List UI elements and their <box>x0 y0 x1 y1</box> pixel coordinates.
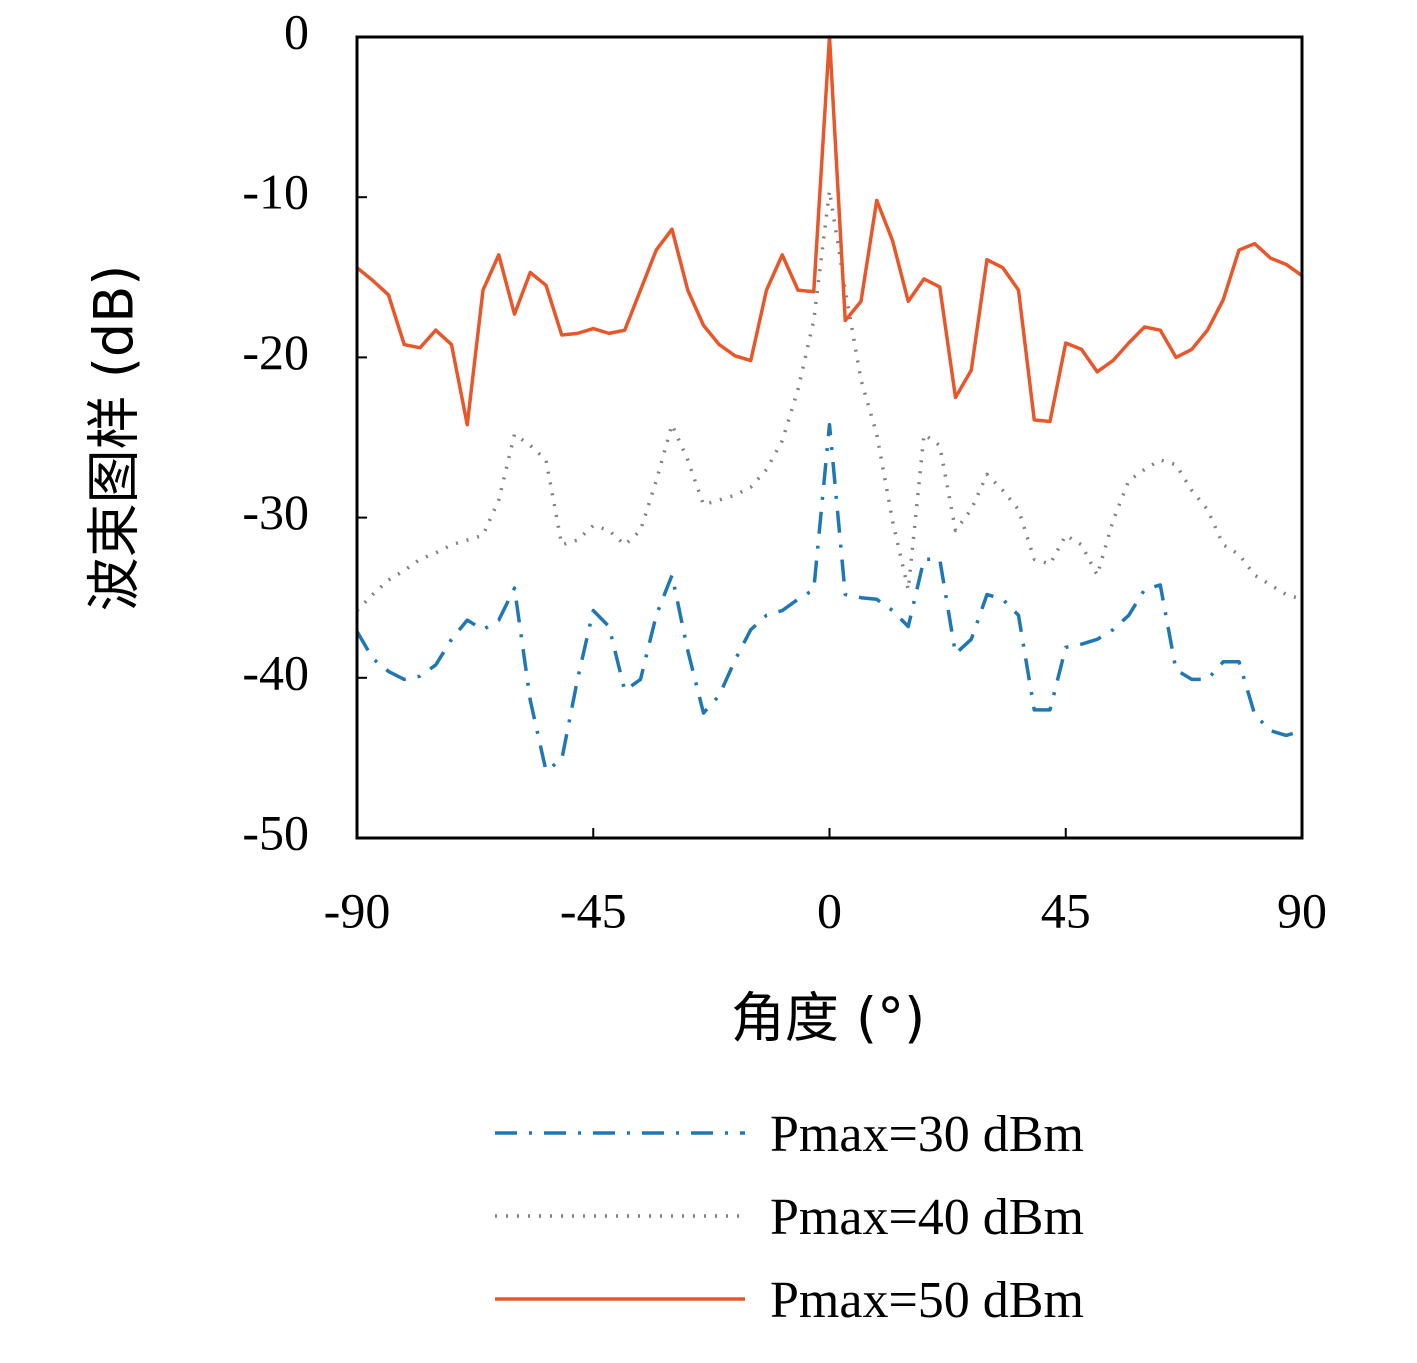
x-tick-label: -45 <box>560 882 627 938</box>
series-line <box>355 35 1304 427</box>
legend-label: Pmax=30 dBm <box>770 1106 1084 1163</box>
x-axis-label: 角度 (°) <box>731 987 925 1050</box>
y-tick-label: -30 <box>242 484 309 540</box>
legend-label: Pmax=40 dBm <box>770 1189 1084 1246</box>
y-tick-label: 0 <box>284 3 309 59</box>
y-tick-label: -20 <box>242 324 309 380</box>
series-line <box>355 422 1303 773</box>
y-tick-label: -10 <box>242 164 309 220</box>
x-tick-label: 0 <box>817 882 842 938</box>
y-axis-label: 波束图样 (dB) <box>83 265 146 612</box>
x-tick-label: 90 <box>1277 882 1327 938</box>
y-tick-label: -40 <box>242 644 309 700</box>
x-tick-label: -90 <box>324 882 391 938</box>
plot-frame <box>355 35 1304 840</box>
x-tick-label: 45 <box>1041 882 1091 938</box>
legend-label: Pmax=50 dBm <box>770 1272 1084 1329</box>
y-tick-label: -50 <box>242 804 309 860</box>
